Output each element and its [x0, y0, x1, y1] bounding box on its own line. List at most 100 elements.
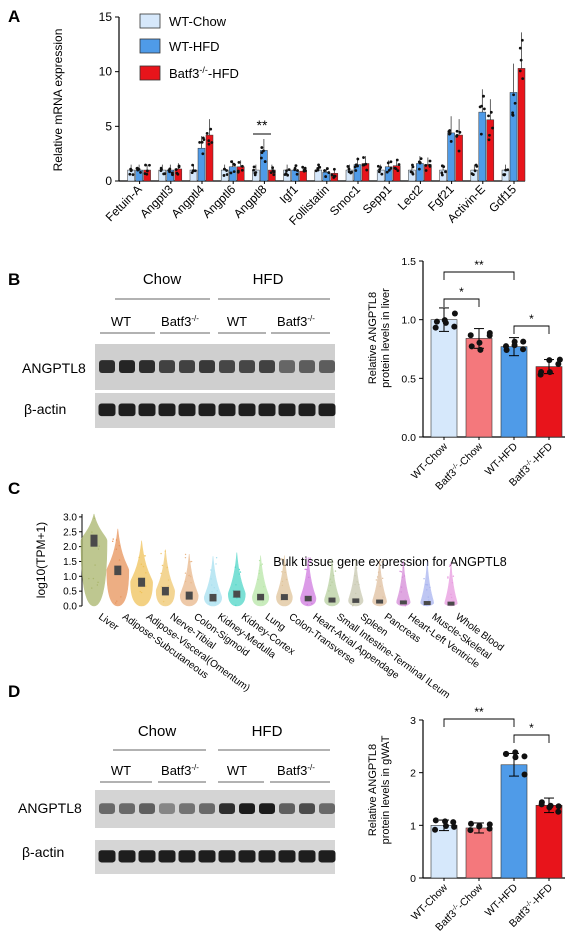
chart-point [555, 360, 562, 367]
blot-band-actin [178, 403, 196, 417]
panel-c-point [118, 545, 121, 547]
panel-a-ytick-label: 10 [99, 65, 113, 79]
chart-point [538, 801, 545, 808]
panel-a-point [253, 171, 257, 175]
panel-c-point [262, 586, 265, 588]
chart-ytick-label: 1 [410, 820, 416, 832]
chart-ytick-label: 2 [410, 768, 416, 780]
panel-c-point [402, 567, 405, 569]
blot-b-batf2: Batf3-/- [277, 314, 315, 329]
panel-c-point [377, 571, 380, 573]
panel-c-point [94, 564, 96, 566]
blot-d-batf2: Batf3-/- [277, 763, 315, 778]
panel-c-point [235, 584, 237, 586]
panel-a-point [511, 111, 515, 115]
panel-letter-b: B [8, 270, 20, 289]
panel-a-point [520, 38, 524, 42]
blot-band-angptl8 [179, 360, 195, 373]
panel-a-point [327, 171, 331, 174]
panel-c-box [280, 594, 288, 601]
panel-a-point [145, 169, 149, 173]
panel-a-point [145, 172, 149, 176]
chart-point [512, 749, 519, 756]
blot-band-angptl8 [99, 360, 115, 373]
panel-c-point [234, 566, 237, 568]
panel-a-point [519, 58, 523, 62]
blot-band-angptl8 [279, 360, 295, 373]
panel-c-ytick-label: 0.0 [63, 602, 77, 613]
panel-a-point [317, 163, 320, 167]
panel-c-point [427, 596, 429, 598]
panel-c-point [379, 585, 381, 587]
panel-c-ylabel: log10(TPM+1) [34, 522, 48, 598]
panel-a-point [190, 171, 194, 175]
chart-ytick-label: 1.0 [401, 315, 416, 327]
panel-c-box [114, 565, 122, 576]
panel-b-western-blot: Chow HFD WT Batf3-/- WT Batf3-/- ANGPTL8… [22, 271, 336, 428]
panel-c-point [160, 572, 162, 575]
blot-band-actin [258, 850, 276, 863]
panel-c-point [354, 583, 356, 586]
panel-c-point [404, 599, 406, 601]
panel-c-box [352, 598, 360, 603]
blot-band-actin [118, 403, 136, 417]
panel-a-category-label: Igf1 [277, 182, 301, 206]
panel-c-point [215, 563, 217, 565]
panel-letter-a: A [8, 7, 20, 26]
chart-ytick-label: 0 [410, 873, 416, 885]
blot-band-actin [138, 850, 156, 863]
chart-sig-bracket [513, 734, 550, 743]
panel-c-point [380, 561, 383, 563]
panel-a-category-label: Angptl8 [231, 182, 270, 221]
panel-a-point [230, 160, 233, 164]
panel-c-point [184, 553, 187, 556]
panel-a-point [269, 171, 273, 175]
panel-c-point [211, 590, 213, 593]
panel-a-point [160, 168, 163, 171]
chart-point [555, 808, 562, 815]
panel-c-violin [396, 560, 411, 607]
panel-a-point [356, 164, 359, 168]
blot-band-angptl8 [219, 803, 235, 814]
panel-a-point [294, 164, 298, 168]
chart-point [433, 318, 440, 325]
blot-band-angptl8 [259, 803, 275, 814]
panel-c-point [120, 596, 122, 598]
chart-bar [535, 366, 563, 438]
panel-a-point [380, 172, 384, 176]
panel-c-ytick-label: 1.0 [63, 572, 77, 583]
panel-a-category-label: Smoc1 [327, 182, 364, 219]
panel-a-point [263, 160, 267, 163]
panel-c-point [91, 587, 93, 589]
panel-c-point [332, 575, 335, 577]
blot-band-actin [258, 403, 276, 417]
panel-a-bar [416, 163, 424, 182]
panel-c-point [215, 557, 218, 559]
panel-c-box [209, 593, 217, 602]
panel-a-point [487, 138, 491, 142]
chart-ytick-label: 0.0 [401, 432, 416, 444]
panel-a-point [458, 130, 462, 134]
blot-d-chow-label: Chow [138, 723, 177, 740]
panel-a-point [376, 164, 380, 168]
blot-band-actin [218, 403, 236, 417]
panel-c-point [447, 577, 449, 579]
panel-a-point [449, 140, 453, 143]
blot-d-wt2: WT [227, 763, 247, 778]
panel-c-point [139, 590, 141, 593]
panel-c-point [145, 585, 147, 587]
legend-label-wt-hfd: WT-HFD [169, 39, 220, 54]
chart-bar [430, 319, 458, 438]
panel-a-category-label: Angptl3 [137, 182, 176, 221]
panel-a-point [386, 161, 390, 165]
panel-c-point [355, 567, 358, 569]
panel-c-point [167, 579, 170, 581]
panel-a-point [395, 158, 399, 162]
panel-d-ylabel-1: Relative ANGPTL8 [367, 744, 379, 836]
panel-c-point [306, 603, 308, 606]
panel-a-point [209, 127, 213, 131]
panel-a-point [210, 141, 214, 144]
blot-band-actin [318, 850, 336, 863]
panel-c-box [185, 591, 193, 600]
panel-a-point [131, 173, 135, 177]
